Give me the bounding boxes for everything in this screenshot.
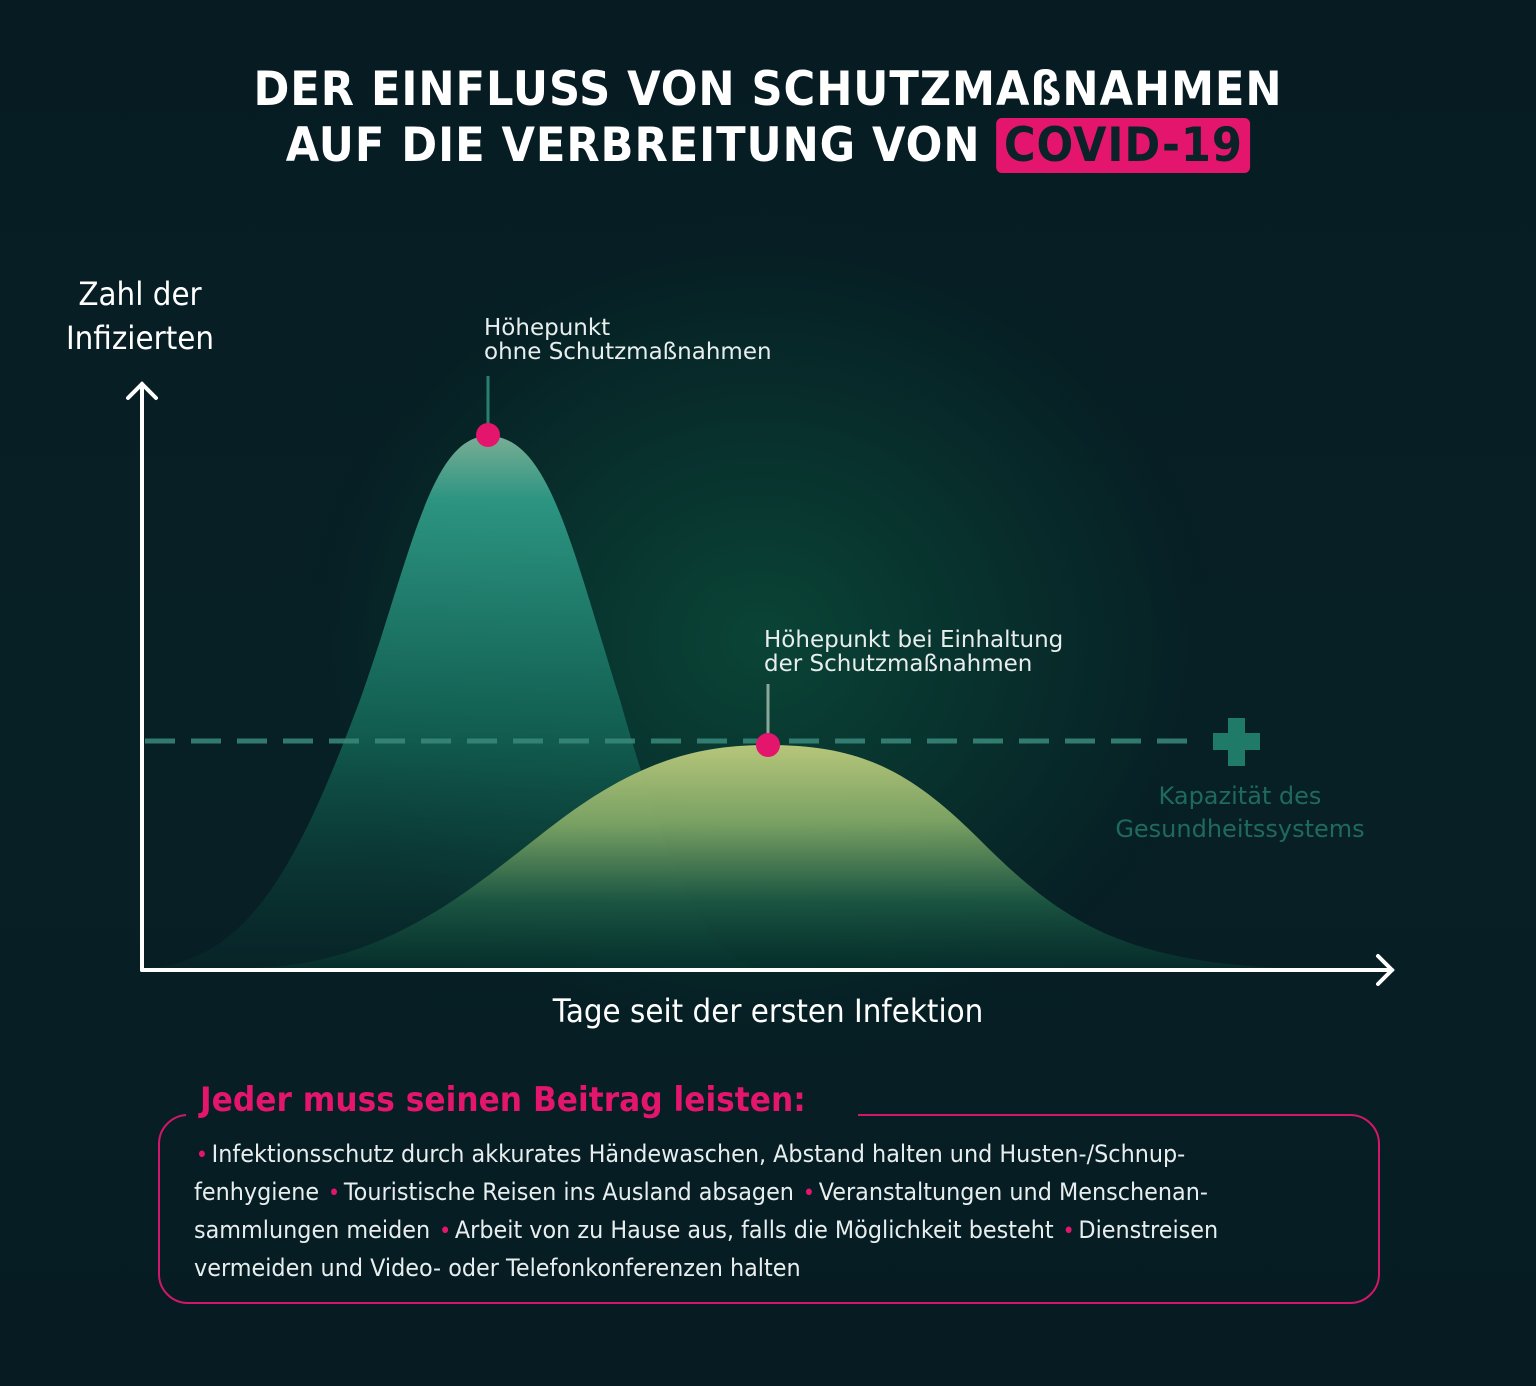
y-axis-label-line-1: Zahl der — [78, 275, 202, 313]
measure-item-text: Dienstreisen — [1078, 1216, 1219, 1244]
measure-item-text: Touristische Reisen ins Ausland absagen — [343, 1178, 802, 1206]
curve-with-measures — [260, 745, 1280, 968]
measures-box-title: Jeder muss seinen Beitrag leisten: — [200, 1080, 806, 1120]
measures-line: sammlungen meiden • Arbeit von zu Hause a… — [194, 1212, 1347, 1250]
measure-item-text: vermeiden und Video- oder Telefonkonfere… — [194, 1254, 801, 1282]
x-axis-label: Tage seit der ersten Infektion — [552, 992, 984, 1030]
y-axis — [126, 381, 158, 972]
measures-line: vermeiden und Video- oder Telefonkonfere… — [194, 1250, 1347, 1287]
page-title: DER EINFLUSS VON SCHUTZMAßNAHMEN AUF DIE… — [61, 62, 1474, 174]
measures-box-title-gap — [186, 1104, 858, 1124]
bullet-icon: • — [802, 1181, 815, 1206]
peak-with-marker — [756, 733, 780, 757]
measure-item-text: sammlungen meiden — [194, 1216, 438, 1244]
annotation-line: der Schutzmaßnahmen — [764, 651, 1033, 677]
y-axis-label-line-2: Infizierten — [65, 319, 215, 357]
bullet-icon: • — [439, 1219, 452, 1244]
measure-item-text: Infektionsschutz durch akkurates Händewa… — [211, 1140, 1186, 1168]
annotation-line: ohne Schutzmaßnahmen — [484, 339, 772, 365]
measures-line: fenhygiene • Touristische Reisen ins Ausl… — [194, 1174, 1347, 1212]
measures-line: • Infektionsschutz durch akkurates Händew… — [194, 1136, 1347, 1174]
title-line-2-prefix: AUF DIE VERBREITUNG VON — [285, 118, 981, 173]
measure-item-text: Arbeit von zu Hause aus, falls die Mögli… — [454, 1216, 1061, 1244]
medical-cross-icon — [1213, 718, 1260, 766]
covid-highlight-badge: COVID-19 — [996, 118, 1251, 173]
title-line-1: DER EINFLUSS VON SCHUTZMAßNAHMEN — [253, 62, 1283, 117]
measure-item-text: fenhygiene — [194, 1178, 327, 1206]
bullet-icon: • — [328, 1181, 341, 1206]
x-axis — [140, 954, 1395, 986]
measures-list: • Infektionsschutz durch akkurates Händew… — [194, 1136, 1347, 1287]
capacity-label-line: Gesundheitssystems — [1115, 815, 1365, 843]
annotation-peak-without-measures: Höhepunkt ohne Schutzmaßnahmen — [484, 316, 772, 364]
annotation-line: Höhepunkt — [484, 315, 611, 341]
title-line-2: AUF DIE VERBREITUNG VON COVID-19 — [61, 118, 1474, 174]
bullet-icon: • — [1062, 1219, 1075, 1244]
annotation-line: Höhepunkt bei Einhaltung — [764, 627, 1064, 653]
y-axis-label: Zahl der Infizierten — [48, 272, 232, 360]
capacity-label: Kapazität des Gesundheitssystems — [1090, 780, 1390, 846]
annotation-peak-with-measures: Höhepunkt bei Einhaltung der Schutzmaßna… — [764, 628, 1063, 676]
peak-without-marker — [476, 423, 500, 447]
bullet-icon: • — [195, 1143, 208, 1168]
measure-item-text: Veranstaltungen und Menschenan- — [818, 1178, 1208, 1206]
capacity-label-line: Kapazität des — [1158, 782, 1322, 810]
